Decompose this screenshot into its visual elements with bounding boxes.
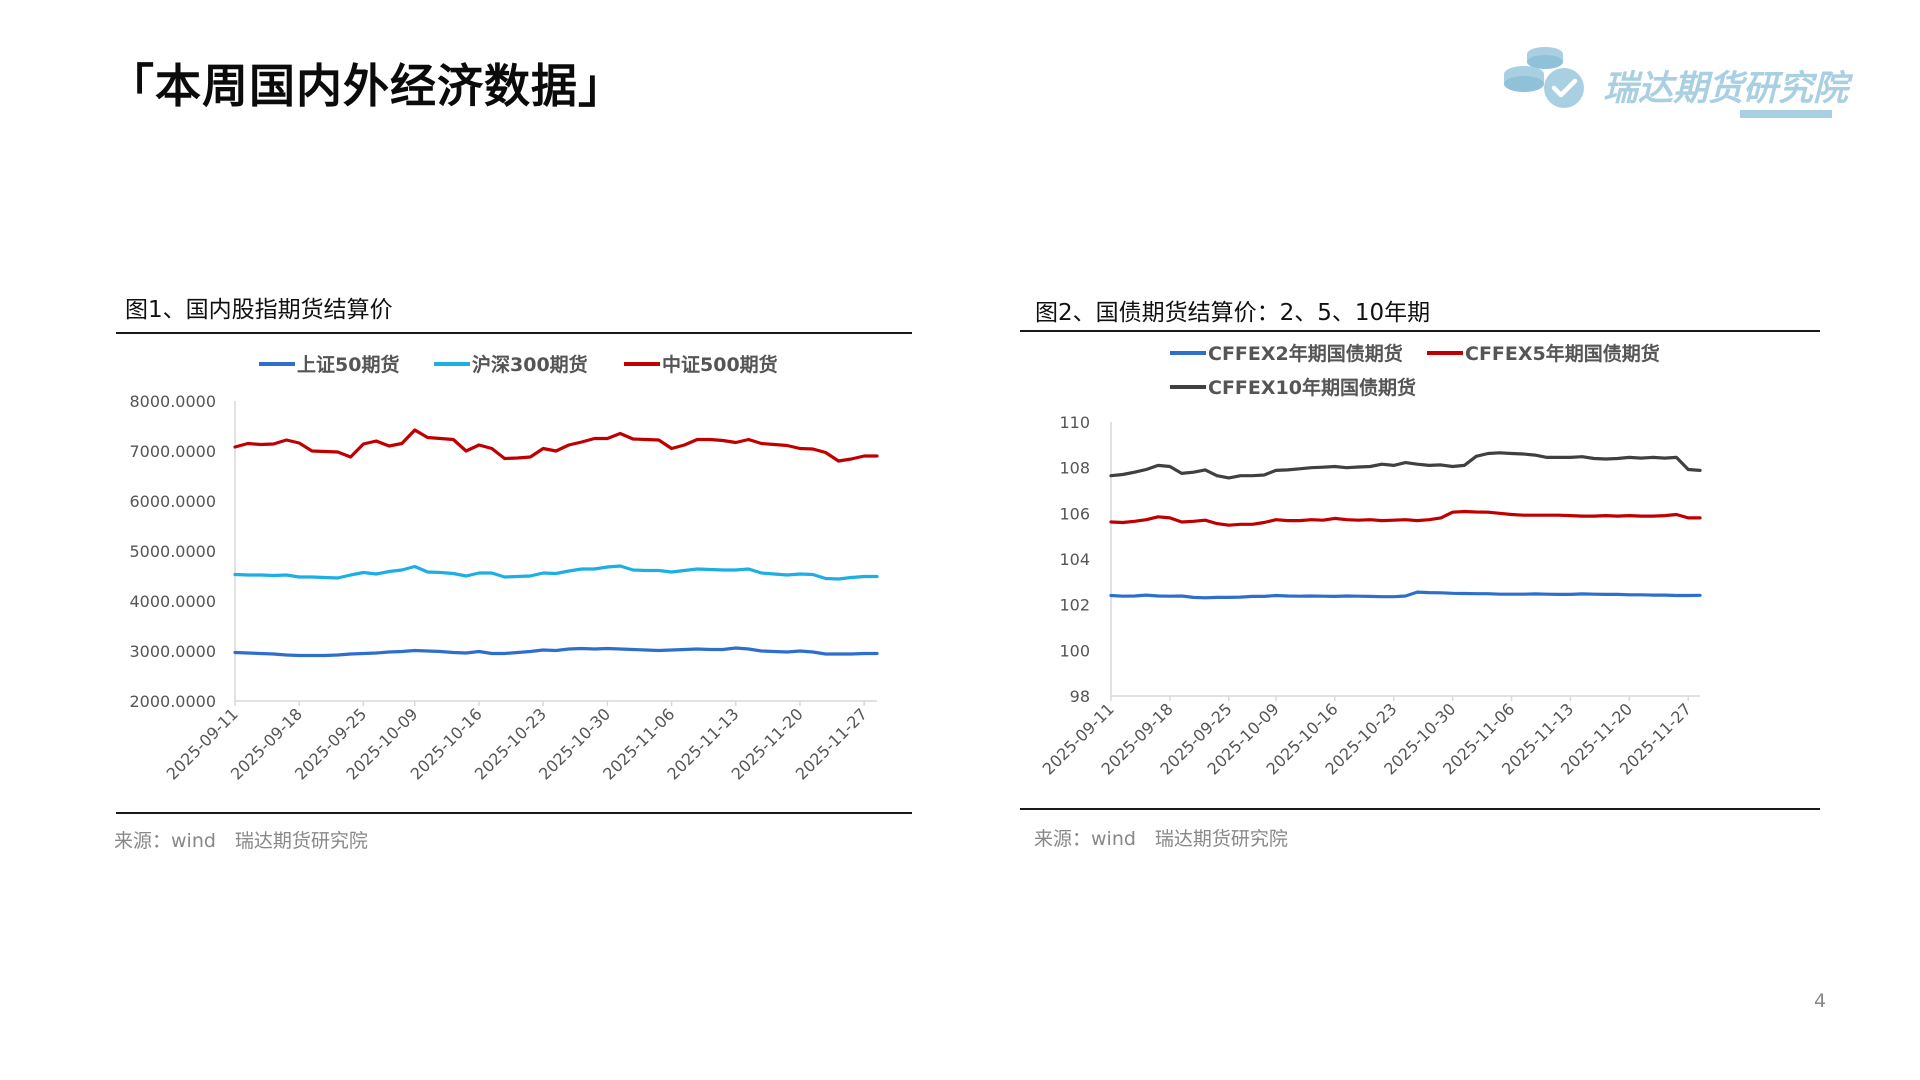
chart-bottom-rule-2: [1020, 808, 1820, 810]
chart-title-2: 图2、国债期货结算价：2、5、10年期: [1035, 300, 1431, 326]
legend-entry: CFFEX2年期国债期货: [1208, 342, 1403, 365]
series-line: [1109, 509, 1702, 527]
page-title: 「本周国内外经济数据」: [108, 59, 625, 113]
y-tick-label: 4000.0000: [129, 592, 216, 611]
y-tick-label: 2000.0000: [129, 692, 216, 711]
y-tick-label: 108: [1059, 459, 1090, 478]
chart-source-2: 来源：wind 瑞达期货研究院: [1034, 828, 1288, 850]
chart-source-1: 来源：wind 瑞达期货研究院: [114, 830, 368, 852]
series-line: [233, 646, 879, 658]
y-tick-label: 104: [1059, 550, 1090, 569]
coin-stack-icon: [1504, 47, 1584, 108]
y-tick-label: 7000.0000: [129, 442, 216, 461]
logo-text: 瑞达期货研究院: [1603, 69, 1849, 109]
y-tick-label: 98: [1070, 687, 1090, 706]
y-tick-label: 102: [1059, 596, 1090, 615]
chart-title-1: 图1、国内股指期货结算价: [125, 297, 393, 323]
y-tick-label: 106: [1059, 504, 1090, 523]
page-number: 4: [1814, 990, 1827, 1012]
series-line: [1109, 590, 1702, 600]
legend-entry: CFFEX10年期国债期货: [1208, 376, 1416, 399]
chart-1: 上证50期货 沪深300期货 中证500期货 8000.0000 7000.0000 60…: [129, 353, 879, 784]
y-tick-label: 100: [1059, 641, 1090, 660]
legend-entry: 上证50期货: [297, 353, 399, 376]
legend-entry: 沪深300期货: [472, 353, 588, 376]
chart-2: CFFEX2年期国债期货 CFFEX5年期国债期货 CFFEX10年期国债期货 110…: [1039, 342, 1702, 779]
y-tick-label: 110: [1059, 413, 1090, 432]
y-tick-label: 5000.0000: [129, 542, 216, 561]
y-tick-label: 3000.0000: [129, 642, 216, 661]
logo: 瑞达期货研究院: [1500, 38, 1848, 124]
logo-underline: [1740, 110, 1832, 118]
chart-top-rule-2: [1020, 330, 1820, 332]
series-line: [233, 564, 879, 581]
series-line: [233, 428, 879, 463]
legend-entry: 中证500期货: [662, 353, 778, 376]
legend-entry: CFFEX5年期国债期货: [1465, 342, 1660, 365]
series-line: [1109, 451, 1702, 480]
y-tick-label: 8000.0000: [129, 392, 216, 411]
chart-bottom-rule-1: [116, 812, 912, 814]
y-tick-label: 6000.0000: [129, 492, 216, 511]
chart-top-rule-1: [116, 332, 912, 334]
